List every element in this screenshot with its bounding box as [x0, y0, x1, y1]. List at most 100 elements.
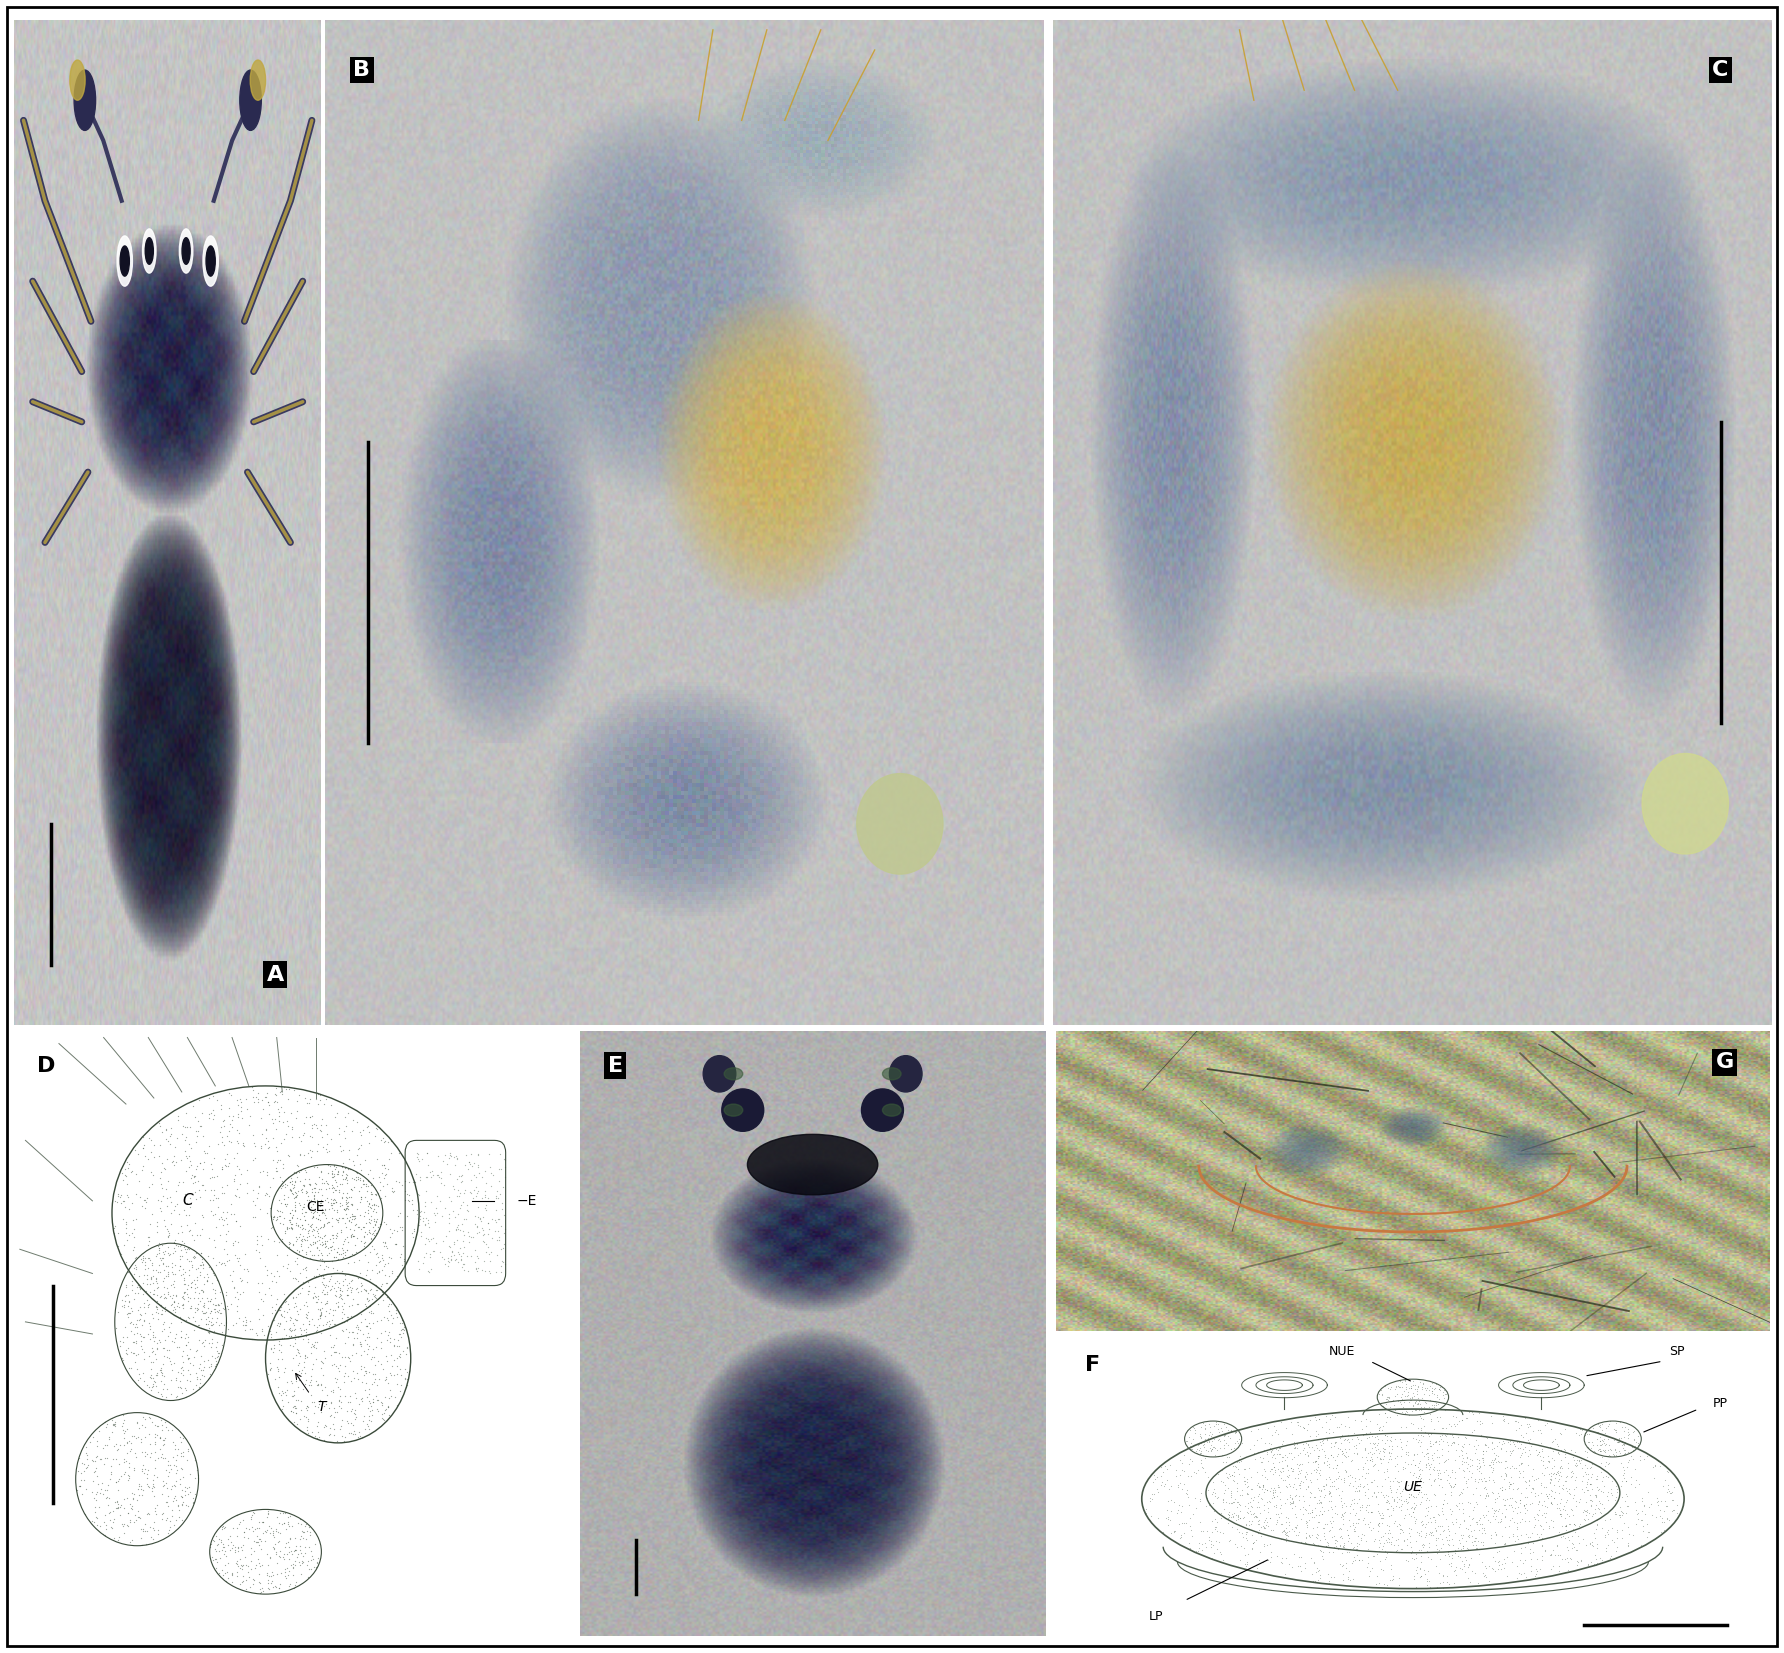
Point	[1543, 1431, 1572, 1458]
Point	[330, 1309, 359, 1336]
Point	[435, 1184, 464, 1210]
Point	[1425, 1546, 1454, 1572]
Point	[301, 1317, 330, 1344]
Point	[278, 1203, 307, 1230]
Point	[1249, 1473, 1277, 1499]
Point	[1511, 1468, 1540, 1494]
Point	[1465, 1446, 1493, 1473]
Point	[1420, 1440, 1449, 1466]
Point	[1327, 1493, 1356, 1519]
Point	[316, 1395, 344, 1422]
Point	[462, 1174, 491, 1200]
Point	[1486, 1570, 1515, 1597]
Point	[1229, 1504, 1258, 1531]
Point	[1263, 1509, 1292, 1536]
Point	[291, 1316, 319, 1342]
Point	[1345, 1471, 1374, 1498]
Point	[1367, 1503, 1395, 1529]
Point	[384, 1326, 412, 1352]
Point	[1420, 1393, 1449, 1420]
Point	[139, 1517, 168, 1544]
Point	[1192, 1484, 1220, 1511]
Point	[1584, 1476, 1613, 1503]
Point	[161, 1296, 189, 1322]
Point	[296, 1537, 325, 1564]
Point	[137, 1250, 166, 1276]
Point	[157, 1189, 186, 1215]
Point	[1534, 1484, 1563, 1511]
Point	[125, 1167, 153, 1193]
Point	[150, 1471, 178, 1498]
Point	[1507, 1441, 1536, 1468]
Point	[1354, 1551, 1383, 1577]
Point	[1486, 1496, 1515, 1522]
Point	[194, 1225, 223, 1251]
Point	[1270, 1489, 1299, 1516]
Point	[169, 1278, 198, 1304]
Point	[1627, 1484, 1656, 1511]
Point	[186, 1112, 214, 1139]
Point	[1202, 1517, 1231, 1544]
Point	[1170, 1458, 1199, 1484]
Point	[296, 1104, 325, 1131]
Point	[1370, 1422, 1399, 1448]
Point	[307, 1175, 335, 1202]
Point	[194, 1303, 223, 1329]
Point	[307, 1355, 335, 1382]
Point	[435, 1141, 464, 1167]
Point	[1429, 1562, 1458, 1589]
Point	[298, 1187, 326, 1213]
Point	[351, 1184, 380, 1210]
Point	[159, 1349, 187, 1375]
Point	[487, 1190, 516, 1217]
Point	[1258, 1516, 1286, 1542]
Point	[182, 1339, 211, 1365]
Point	[82, 1448, 111, 1474]
Point	[1265, 1486, 1293, 1512]
Point	[1495, 1484, 1524, 1511]
Point	[282, 1160, 310, 1187]
Point	[334, 1250, 362, 1276]
Point	[1499, 1522, 1527, 1549]
Point	[260, 1367, 289, 1393]
Point	[103, 1488, 132, 1514]
Point	[289, 1172, 318, 1198]
Point	[196, 1256, 225, 1283]
Point	[362, 1241, 391, 1268]
Point	[278, 1124, 307, 1150]
Point	[328, 1306, 357, 1332]
Point	[264, 1147, 293, 1174]
Point	[157, 1382, 186, 1408]
Point	[266, 1298, 294, 1324]
Point	[269, 1546, 298, 1572]
Point	[1652, 1458, 1681, 1484]
Point	[1445, 1526, 1474, 1552]
Point	[1177, 1522, 1206, 1549]
Point	[1377, 1555, 1406, 1582]
Point	[1413, 1537, 1441, 1564]
Point	[1149, 1519, 1177, 1546]
Point	[353, 1193, 382, 1220]
Point	[1536, 1470, 1565, 1496]
Point	[1361, 1430, 1390, 1456]
Point	[241, 1129, 269, 1155]
Point	[187, 1099, 216, 1126]
Point	[143, 1233, 171, 1260]
Point	[1586, 1428, 1615, 1455]
Point	[332, 1160, 360, 1187]
Point	[1575, 1471, 1604, 1498]
Point	[203, 1293, 232, 1319]
Point	[346, 1331, 375, 1357]
Point	[1593, 1521, 1622, 1547]
Point	[478, 1225, 507, 1251]
Point	[1383, 1374, 1411, 1400]
Point	[1372, 1496, 1400, 1522]
Point	[280, 1197, 309, 1223]
Point	[134, 1245, 162, 1271]
Point	[278, 1393, 307, 1420]
Point	[1192, 1458, 1220, 1484]
Point	[1550, 1559, 1579, 1585]
Point	[171, 1321, 200, 1347]
Point	[392, 1334, 421, 1360]
Point	[392, 1341, 421, 1367]
